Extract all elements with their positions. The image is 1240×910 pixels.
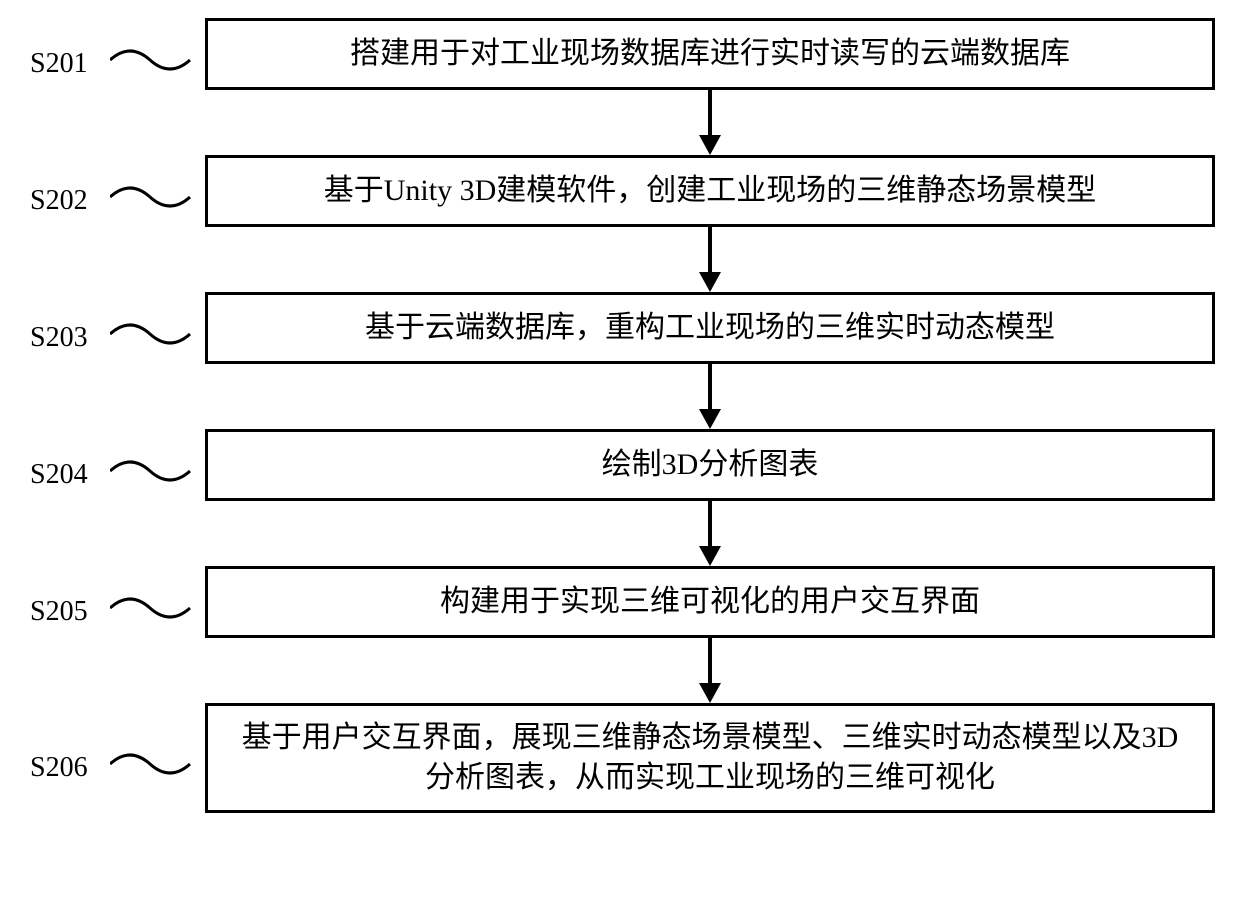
arrow-head-icon (699, 683, 721, 703)
wave-connector-icon (110, 48, 200, 78)
arrow-head-icon (699, 546, 721, 566)
step-box-s202: 基于Unity 3D建模软件，创建工业现场的三维静态场景模型 (205, 155, 1215, 227)
wave-connector-icon (110, 322, 200, 352)
step-label-s203: S203 (30, 322, 88, 354)
step-text: 搭建用于对工业现场数据库进行实时读写的云端数据库 (350, 34, 1070, 75)
step-label-s205: S205 (30, 596, 88, 628)
arrow-line (708, 638, 712, 683)
step-text: 构建用于实现三维可视化的用户交互界面 (440, 582, 980, 623)
step-text: 基于Unity 3D建模软件，创建工业现场的三维静态场景模型 (324, 171, 1097, 212)
step-box-s201: 搭建用于对工业现场数据库进行实时读写的云端数据库 (205, 18, 1215, 90)
step-box-s206: 基于用户交互界面，展现三维静态场景模型、三维实时动态模型以及3D分析图表，从而实… (205, 703, 1215, 813)
arrow-head-icon (699, 135, 721, 155)
step-box-s205: 构建用于实现三维可视化的用户交互界面 (205, 566, 1215, 638)
step-text: 绘制3D分析图表 (602, 445, 819, 486)
wave-connector-icon (110, 752, 200, 782)
step-label-s201: S201 (30, 48, 88, 80)
step-text: 基于用户交互界面，展现三维静态场景模型、三维实时动态模型以及3D分析图表，从而实… (228, 718, 1192, 799)
arrow-line (708, 501, 712, 546)
step-text: 基于云端数据库，重构工业现场的三维实时动态模型 (365, 308, 1055, 349)
arrow-line (708, 364, 712, 409)
arrow-line (708, 90, 712, 135)
step-box-s203: 基于云端数据库，重构工业现场的三维实时动态模型 (205, 292, 1215, 364)
arrow-head-icon (699, 272, 721, 292)
arrow-line (708, 227, 712, 272)
step-label-s202: S202 (30, 185, 88, 217)
wave-connector-icon (110, 459, 200, 489)
step-label-s204: S204 (30, 459, 88, 491)
wave-connector-icon (110, 596, 200, 626)
step-box-s204: 绘制3D分析图表 (205, 429, 1215, 501)
wave-connector-icon (110, 185, 200, 215)
arrow-head-icon (699, 409, 721, 429)
step-label-s206: S206 (30, 752, 88, 784)
